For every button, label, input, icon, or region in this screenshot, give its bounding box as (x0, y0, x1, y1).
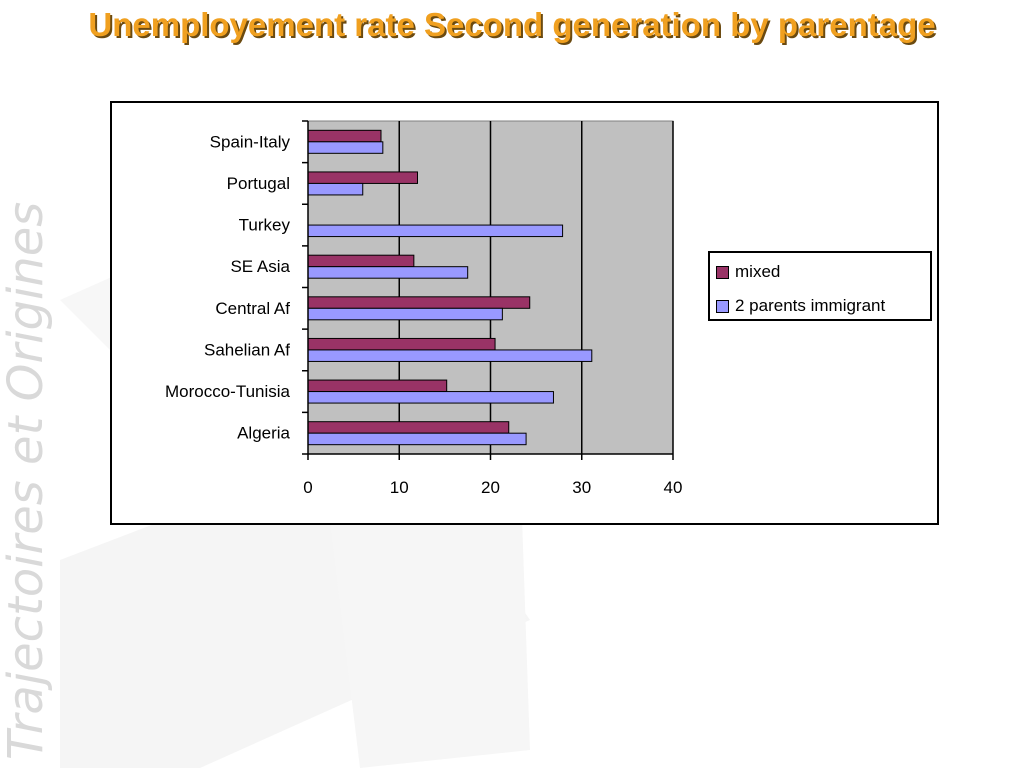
category-label-turkey: Turkey (239, 216, 291, 235)
category-label-se-asia: SE Asia (230, 257, 290, 276)
bar-2-parents-immigrant-spain-italy (307, 141, 384, 154)
bar-2-parents-immigrant-sahelian-af (307, 349, 593, 362)
category-labels: Spain-Italy Portugal Turkey SE Asia Central … (165, 132, 291, 442)
x-tick-label-0: 0 (303, 478, 312, 497)
bars (307, 129, 593, 446)
category-label-central-af: Central Af (215, 299, 290, 318)
legend-label: 2 parents immigrant (735, 296, 886, 315)
bar-2-parents-immigrant-morocco-tunisia (307, 391, 554, 404)
bar-mixed-spain-italy (307, 129, 382, 143)
tick-labels: 0 10 20 30 40 (303, 478, 682, 497)
bar-mixed-sahelian-af (307, 337, 496, 351)
x-tick-label-30: 30 (572, 478, 591, 497)
x-tick-label-20: 20 (481, 478, 500, 497)
category-label-sahelian-af: Sahelian Af (204, 340, 290, 359)
chart-area: Spain-Italy Portugal Turkey SE Asia Central … (110, 101, 939, 525)
legend: mixed 2 parents immigrant (708, 251, 932, 321)
bar-mixed-algeria (307, 421, 510, 434)
legend-item-2-parents-immigrant: 2 parents immigrant (716, 295, 885, 317)
axes (302, 120, 674, 460)
bar-2-parents-immigrant-central-af (307, 307, 503, 321)
watermark-text: Trajectoires et Origines (0, 202, 54, 760)
legend-swatch-mixed (716, 265, 729, 279)
bar-mixed-morocco-tunisia (307, 379, 448, 393)
x-tick-label-40: 40 (664, 478, 683, 497)
legend-label: mixed (735, 262, 781, 281)
category-label-portugal: Portugal (227, 174, 290, 193)
bar-mixed-se-asia (307, 254, 415, 268)
x-tick-label-10: 10 (390, 478, 409, 497)
bar-2-parents-immigrant-algeria (307, 432, 527, 446)
bar-mixed-portugal (307, 171, 418, 184)
slide-title: Unemployement rate Second generation by … (88, 6, 936, 43)
legend-item-mixed: mixed (716, 261, 780, 283)
category-label-algeria: Algeria (237, 424, 290, 443)
bar-2-parents-immigrant-turkey (307, 224, 564, 238)
category-label-spain-italy: Spain-Italy (210, 132, 291, 151)
bar-mixed-central-af (307, 296, 531, 309)
bar-2-parents-immigrant-portugal (307, 182, 364, 196)
bar-2-parents-immigrant-se-asia (307, 266, 469, 279)
legend-swatch-2-parents-immigrant (716, 299, 729, 313)
bar-chart: Spain-Italy Portugal Turkey SE Asia Central … (165, 120, 682, 497)
category-label-morocco-tunisia: Morocco-Tunisia (165, 382, 291, 401)
